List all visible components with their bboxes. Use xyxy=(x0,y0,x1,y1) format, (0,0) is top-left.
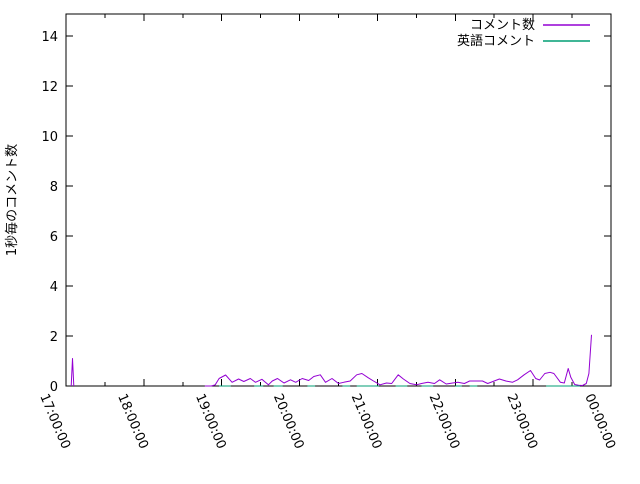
x-tick-label: 23:00:00 xyxy=(503,392,540,452)
y-tick-label: 0 xyxy=(50,380,58,395)
x-tick-label: 00:00:00 xyxy=(581,392,618,452)
y-tick-label: 4 xyxy=(50,280,58,295)
y-tick-label: 12 xyxy=(41,80,58,95)
y-tick-label: 8 xyxy=(50,180,58,195)
y-axis-ticks: 0 2 4 6 8 10 12 14 xyxy=(41,30,611,395)
x-tick-label: 19:00:00 xyxy=(192,392,229,452)
x-tick-label: 18:00:00 xyxy=(114,392,151,452)
x-tick-label: 21:00:00 xyxy=(348,392,385,452)
y-axis-title: 1秒毎のコメント数 xyxy=(4,144,20,256)
y-tick-label: 2 xyxy=(50,330,58,345)
legend-item-english-comments: 英語コメント xyxy=(457,33,590,49)
plot-border xyxy=(65,13,612,387)
x-tick-label: 17:00:00 xyxy=(36,392,73,452)
legend-label-english-comments: 英語コメント xyxy=(457,33,535,49)
x-tick-label: 20:00:00 xyxy=(270,392,307,452)
y-tick-label: 14 xyxy=(41,30,58,45)
legend-label-comments: コメント数 xyxy=(470,18,535,33)
x-tick-label: 22:00:00 xyxy=(426,392,463,452)
y-tick-label: 10 xyxy=(41,130,58,145)
series-lines xyxy=(70,334,592,387)
series-line-コメント数 xyxy=(70,334,592,387)
legend: コメント数 英語コメント xyxy=(457,18,590,49)
legend-item-comments: コメント数 xyxy=(470,18,590,33)
y-tick-label: 6 xyxy=(50,230,58,245)
